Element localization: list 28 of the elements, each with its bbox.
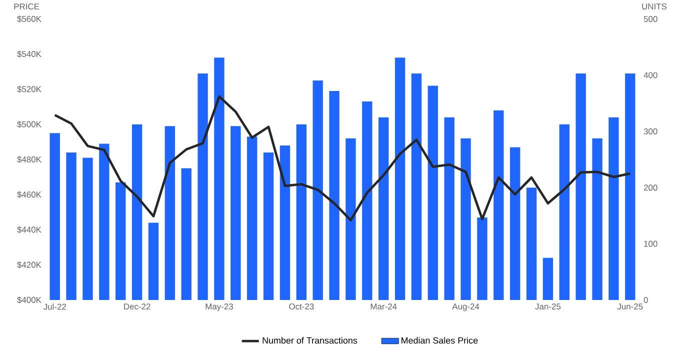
y-tick-label: $540K (17, 50, 42, 58)
x-tick-label: Dec-22 (124, 304, 150, 310)
y2-tick-label: 500 (644, 16, 658, 22)
y-tick-label: $460K (17, 191, 42, 198)
y2-tick-label: 400 (644, 72, 658, 78)
x-tick-label: May-23 (206, 304, 233, 312)
x-tick-label: Aug-24 (452, 304, 480, 312)
y2-tick-label: 100 (644, 240, 658, 247)
x-tick-label: Jan-25 (535, 304, 561, 310)
y2-tick-label: 300 (644, 128, 658, 134)
y-tick-label: $520K (17, 86, 42, 93)
legend-label: Number of Transactions (262, 337, 358, 344)
y-tick-label: $560K (17, 16, 42, 22)
x-tick-label: Mar-24 (370, 304, 397, 310)
y-tick-label: $500K (17, 120, 42, 128)
y-tick-label: $420K (17, 261, 42, 268)
line-series (54, 95, 632, 222)
legend-label: Median Sales Price (402, 337, 478, 344)
y-axis-title: PRICE (14, 3, 40, 10)
y2-tick-label: 200 (644, 184, 658, 191)
x-tick-label: Jul-22 (43, 304, 66, 310)
y-tick-label: $400K (17, 296, 42, 304)
y-tick-label: $480K (17, 156, 42, 163)
x-tick-label: Jun-25 (617, 304, 643, 310)
y-tick-label: $440K (17, 226, 42, 234)
x-tick-label: Oct-23 (289, 304, 314, 310)
y2-axis-title: UNITS (642, 3, 667, 10)
y2-tick-label: 0 (644, 297, 648, 303)
